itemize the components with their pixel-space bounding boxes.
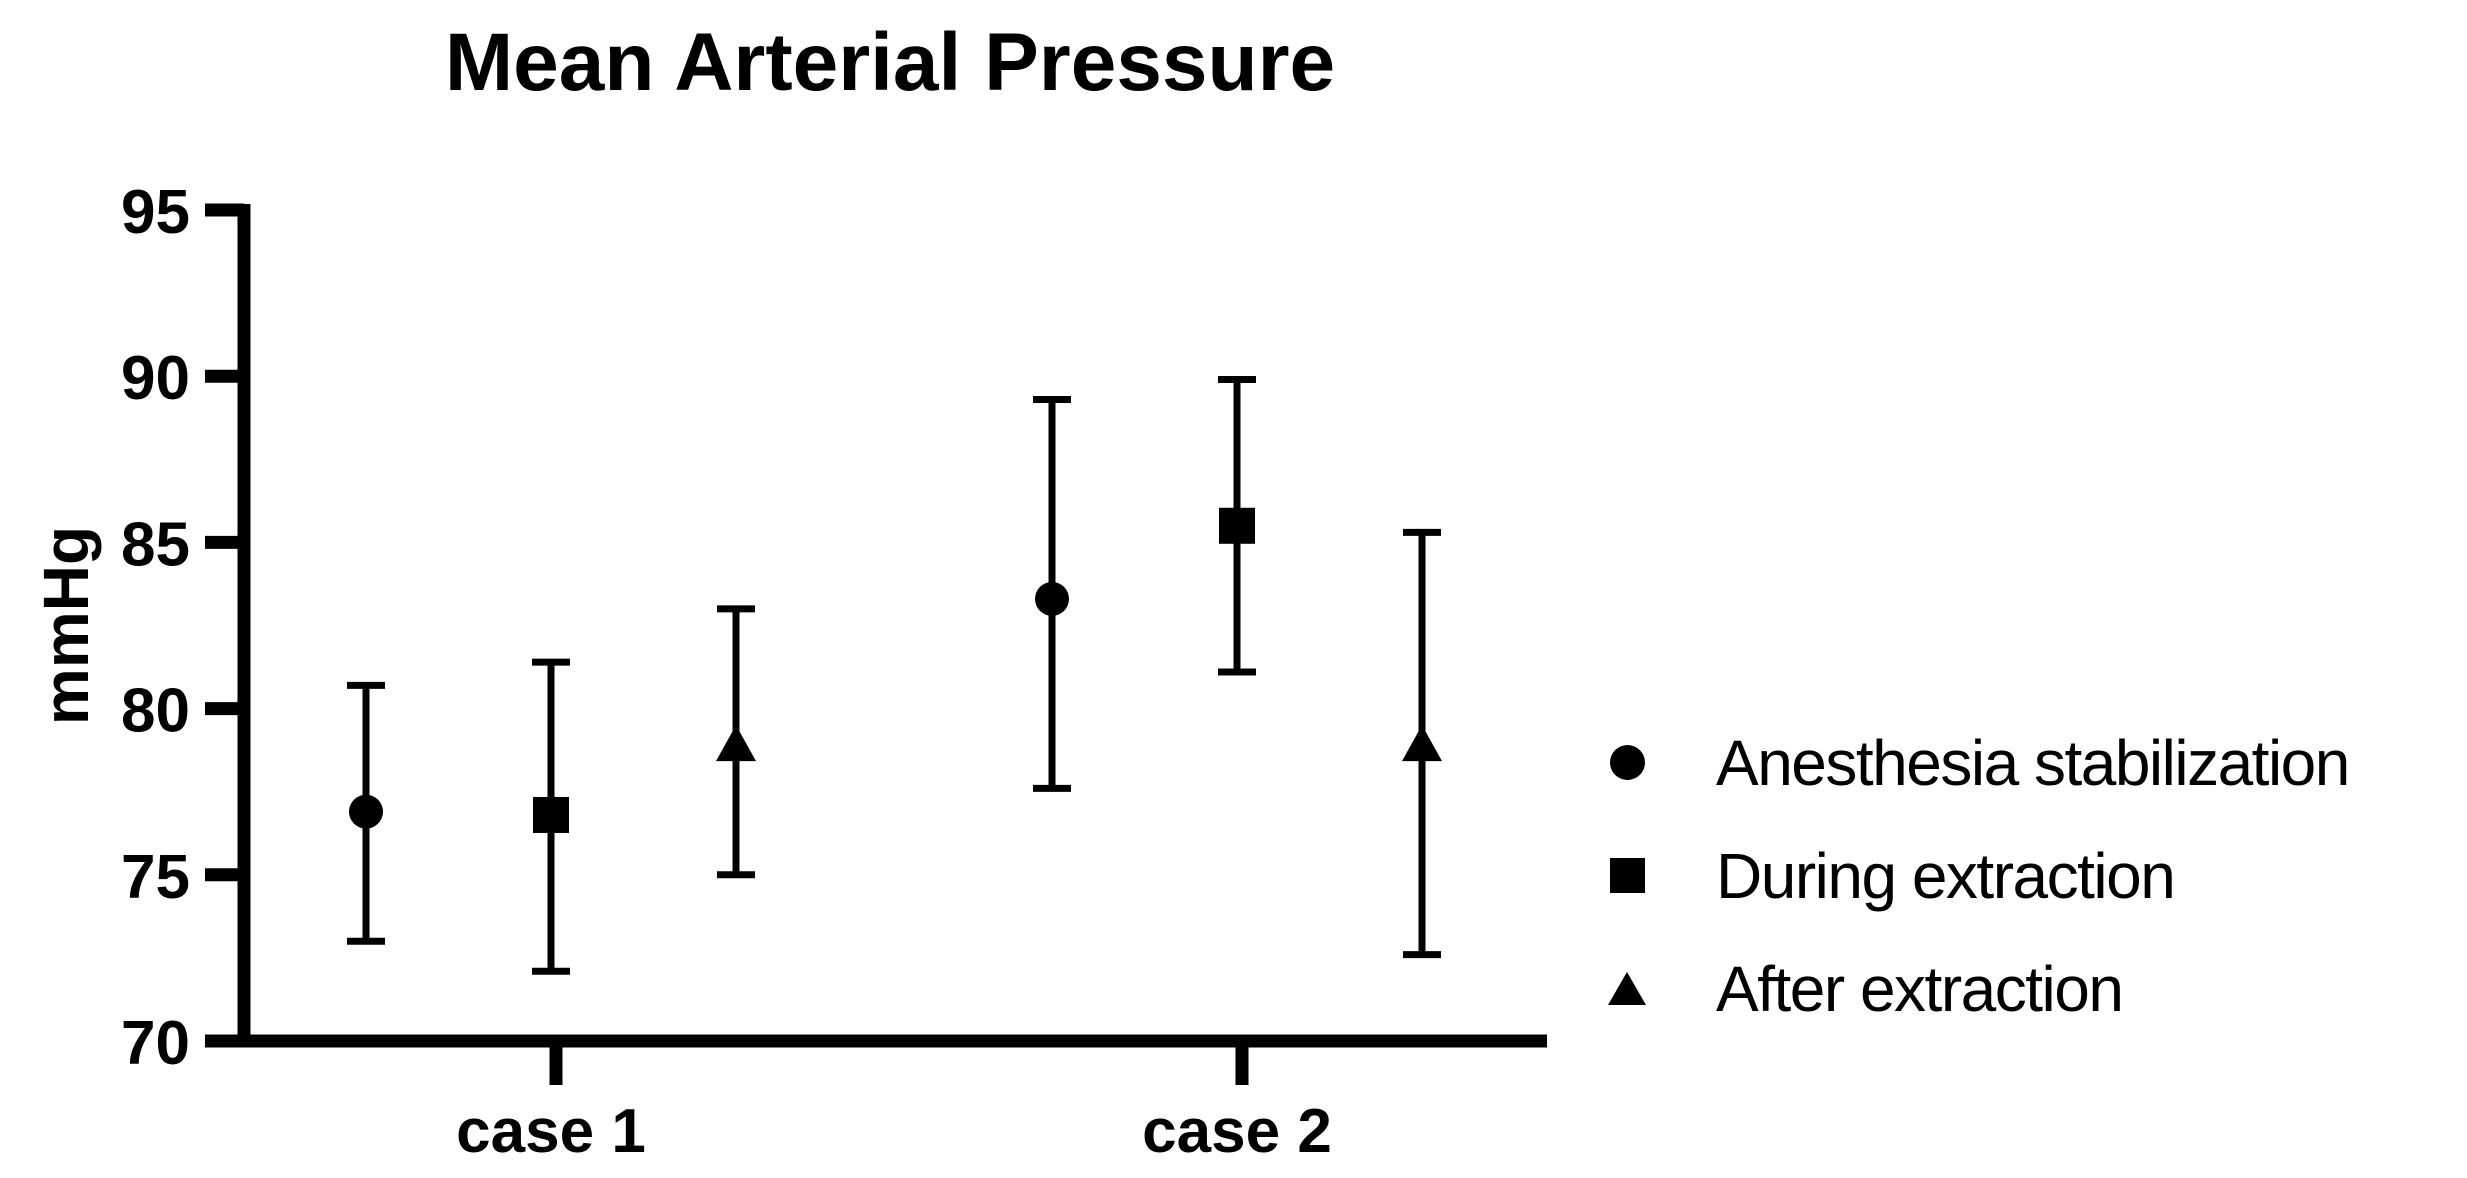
square-marker-icon: [1608, 857, 1646, 895]
data-point-square: [1219, 507, 1255, 544]
legend-item-after-extraction: After extraction: [1608, 932, 2349, 1045]
y-tick-label: 75: [121, 843, 190, 912]
y-tick-label: 80: [121, 677, 190, 746]
legend-label: Anesthesia stabilization: [1716, 726, 2350, 799]
data-point-circle: [349, 794, 383, 829]
y-axis-title: mmHg: [30, 526, 102, 725]
y-tick-label: 70: [121, 1009, 190, 1078]
chart-title: Mean Arterial Pressure: [444, 17, 1336, 108]
data-point-circle: [1035, 581, 1069, 616]
x-tick-label: case 1: [456, 1097, 646, 1166]
y-tick-label: 90: [121, 344, 190, 413]
y-tick-label: 95: [121, 178, 190, 247]
legend-item-during-extraction: During extraction: [1608, 819, 2349, 932]
triangle-marker-icon: [1608, 970, 1646, 1008]
x-tick-label: case 2: [1142, 1097, 1332, 1166]
y-tick-label: 85: [121, 510, 190, 579]
data-point-triangle: [1402, 725, 1442, 762]
legend-item-anesthesia-stabilization: Anesthesia stabilization: [1608, 706, 2350, 819]
legend-label: After extraction: [1716, 952, 2124, 1025]
data-point-square: [533, 796, 569, 833]
legend: Anesthesia stabilization During extracti…: [1608, 706, 2350, 1045]
legend-label: During extraction: [1716, 839, 2176, 912]
circle-marker-icon: [1608, 744, 1646, 782]
data-point-triangle: [716, 725, 756, 762]
